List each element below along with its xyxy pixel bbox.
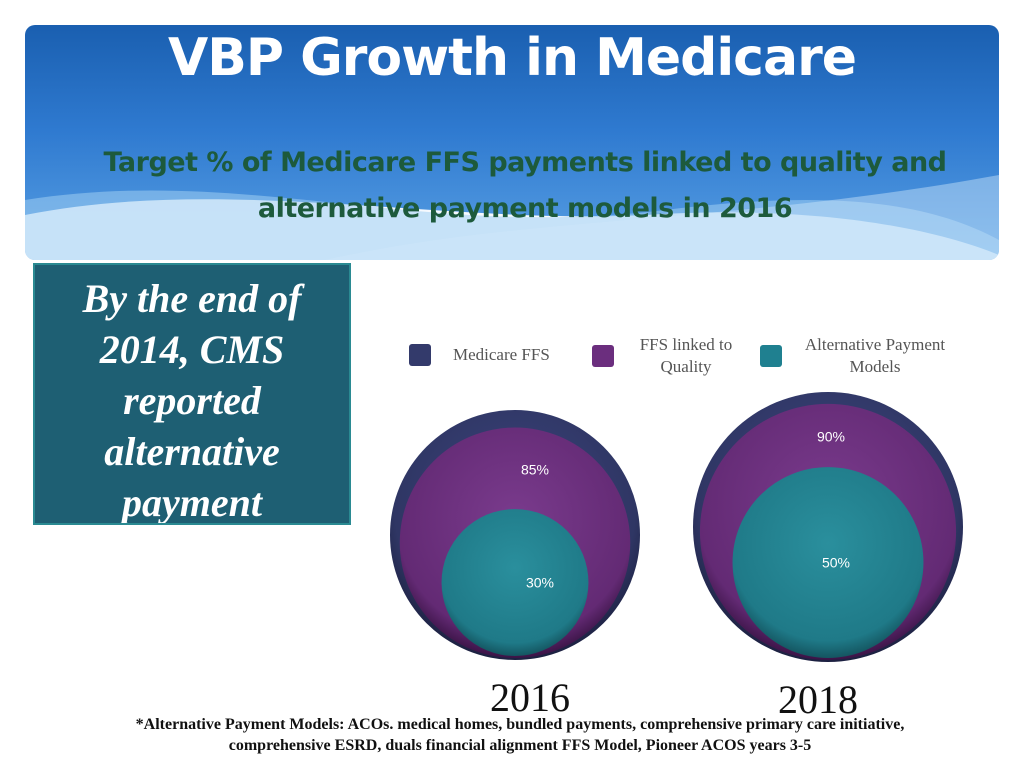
year-label-2016: 2016 <box>490 675 570 720</box>
legend-label-ffs-quality: FFS linked to Quality <box>639 335 733 376</box>
label-ffs-quality-2016: 85% <box>521 461 549 477</box>
callout-text: By the end of 2014, CMS reported alterna… <box>82 276 302 525</box>
legend-item-ffs-quality: FFS linked to Quality <box>592 334 746 378</box>
legend-item-apm: Alternative Payment Models <box>760 334 950 378</box>
label-ffs-quality-2018: 90% <box>817 428 845 444</box>
circle-apm-2018 <box>732 467 924 658</box>
subtitle-line-2: alternative payment models in 2016 <box>257 193 793 224</box>
legend-item-medicare-ffs: Medicare FFS <box>409 344 550 366</box>
circle-apm-2016 <box>441 509 589 656</box>
legend-swatch-apm <box>760 345 782 367</box>
label-apm-2016: 30% <box>526 575 554 591</box>
wave-decoration <box>25 175 999 260</box>
label-apm-2018: 50% <box>822 555 850 571</box>
footnote-line-1: *Alternative Payment Models: ACOs. medic… <box>135 716 905 733</box>
page-subtitle: Target % of Medicare FFS payments linked… <box>60 140 990 232</box>
legend-swatch-medicare-ffs <box>409 344 431 366</box>
callout-box: By the end of 2014, CMS reported alterna… <box>33 263 351 525</box>
legend-label-medicare-ffs: Medicare FFS <box>453 345 550 364</box>
footnote-line-2: comprehensive ESRD, duals financial alig… <box>228 737 812 754</box>
subtitle-line-1: Target % of Medicare FFS payments linked… <box>103 147 948 178</box>
year-label-2018: 2018 <box>778 677 858 722</box>
footnote: *Alternative Payment Models: ACOs. medic… <box>60 714 980 756</box>
legend-swatch-ffs-quality <box>592 345 614 367</box>
legend-label-apm: Alternative Payment Models <box>804 335 946 376</box>
page-title: VBP Growth in Medicare <box>168 28 857 88</box>
title-banner <box>25 25 999 260</box>
